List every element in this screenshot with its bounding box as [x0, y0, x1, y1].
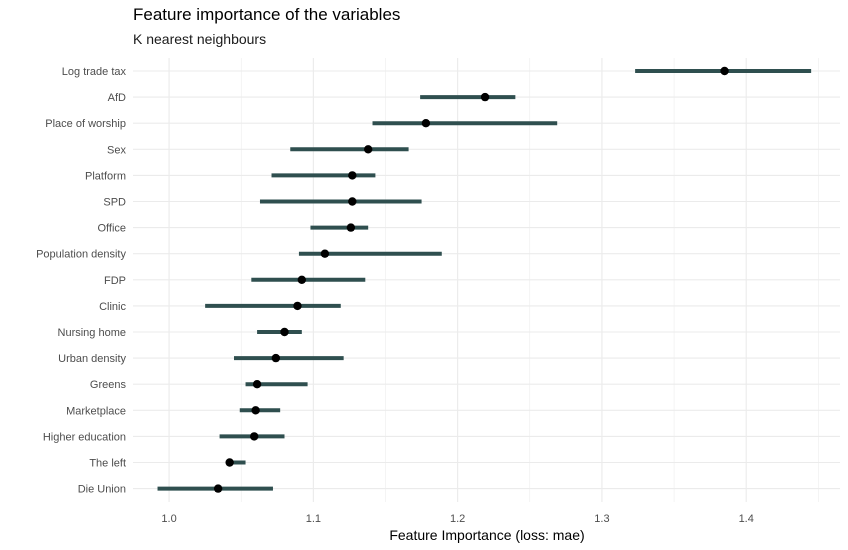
chart-title: Feature importance of the variables: [133, 5, 401, 24]
y-tick-label: Die Union: [78, 484, 126, 496]
y-tick-label: The left: [89, 458, 126, 470]
importance-point: [297, 275, 307, 284]
y-tick-label: FDP: [104, 275, 126, 287]
importance-point: [251, 406, 260, 415]
y-tick-label: Higher education: [43, 431, 126, 443]
y-tick-label: Clinic: [99, 301, 126, 313]
importance-point: [720, 66, 729, 76]
x-tick-label: 1.1: [306, 513, 321, 525]
x-axis-labels: 1.0 1.1 1.2 1.3 1.4: [161, 513, 753, 525]
y-tick-label: Greens: [90, 379, 127, 391]
importance-point: [320, 249, 330, 258]
plot-marks: [157, 66, 812, 493]
importance-point: [293, 301, 302, 311]
x-tick-label: 1.4: [739, 513, 754, 525]
y-tick-label: Population density: [36, 249, 126, 261]
y-tick-label: Sex: [107, 144, 126, 156]
y-tick-label: Log trade tax: [62, 66, 127, 78]
x-tick-label: 1.3: [594, 513, 609, 525]
importance-point: [480, 92, 490, 102]
y-tick-label: Platform: [85, 170, 126, 182]
importance-point: [250, 432, 259, 441]
y-tick-label: Place of worship: [45, 118, 126, 130]
importance-point: [348, 197, 357, 206]
y-tick-label: AfD: [108, 92, 126, 104]
importance-point: [213, 484, 223, 493]
importance-point: [363, 145, 373, 154]
importance-point: [271, 353, 281, 363]
importance-point: [346, 223, 356, 232]
y-tick-label: SPD: [103, 197, 126, 209]
importance-point: [252, 380, 262, 389]
y-tick-label: Marketplace: [66, 405, 126, 417]
y-tick-label: Office: [97, 223, 126, 235]
importance-point: [421, 119, 431, 128]
x-tick-label: 1.0: [161, 513, 176, 525]
y-axis-labels: Log trade tax AfD Place of worship Sex Platf…: [36, 66, 126, 496]
y-tick-label: Nursing home: [58, 327, 126, 339]
importance-point: [280, 327, 289, 337]
x-tick-label: 1.2: [450, 513, 465, 525]
chart-subtitle: K nearest neighbours: [133, 31, 267, 47]
importance-point: [348, 171, 357, 180]
x-axis-title: Feature Importance (loss: mae): [389, 527, 584, 543]
y-tick-label: Urban density: [58, 353, 126, 365]
importance-point: [225, 458, 234, 467]
